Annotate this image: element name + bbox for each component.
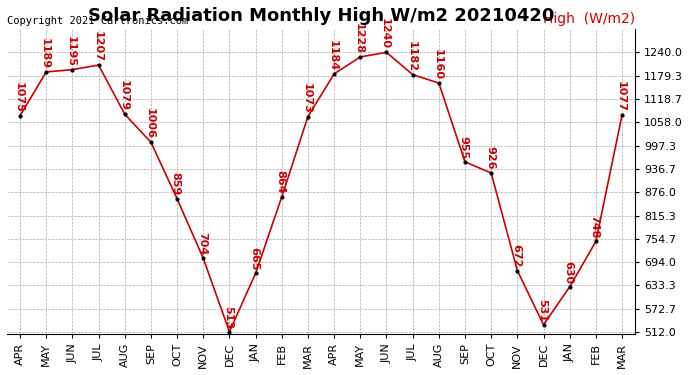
Text: 513: 513 — [223, 306, 233, 328]
Text: 864: 864 — [275, 170, 286, 194]
Text: 531: 531 — [538, 299, 547, 322]
Text: 955: 955 — [459, 136, 469, 159]
Text: High  (W/m2): High (W/m2) — [543, 12, 635, 26]
Text: 1207: 1207 — [92, 31, 102, 62]
Text: 1073: 1073 — [302, 83, 312, 114]
Text: 1184: 1184 — [328, 40, 338, 71]
Text: 1077: 1077 — [615, 81, 626, 112]
Text: Copyright 2021 Cartronics.com: Copyright 2021 Cartronics.com — [7, 16, 188, 26]
Text: 1240: 1240 — [380, 18, 390, 49]
Text: 1006: 1006 — [145, 108, 155, 139]
Text: 1075: 1075 — [14, 82, 23, 112]
Text: 665: 665 — [249, 247, 259, 270]
Text: 859: 859 — [171, 172, 181, 196]
Text: 1079: 1079 — [119, 80, 128, 111]
Text: 630: 630 — [564, 261, 573, 284]
Title: Solar Radiation Monthly High W/m2 20210420: Solar Radiation Monthly High W/m2 202104… — [88, 7, 554, 25]
Text: 926: 926 — [485, 146, 495, 170]
Text: 672: 672 — [511, 244, 521, 267]
Text: 704: 704 — [197, 232, 207, 255]
Text: 1228: 1228 — [354, 23, 364, 54]
Text: 1189: 1189 — [40, 38, 50, 69]
Text: 1182: 1182 — [406, 40, 416, 72]
Text: 748: 748 — [589, 215, 600, 238]
Text: 1195: 1195 — [66, 36, 76, 66]
Text: 1160: 1160 — [433, 49, 442, 80]
